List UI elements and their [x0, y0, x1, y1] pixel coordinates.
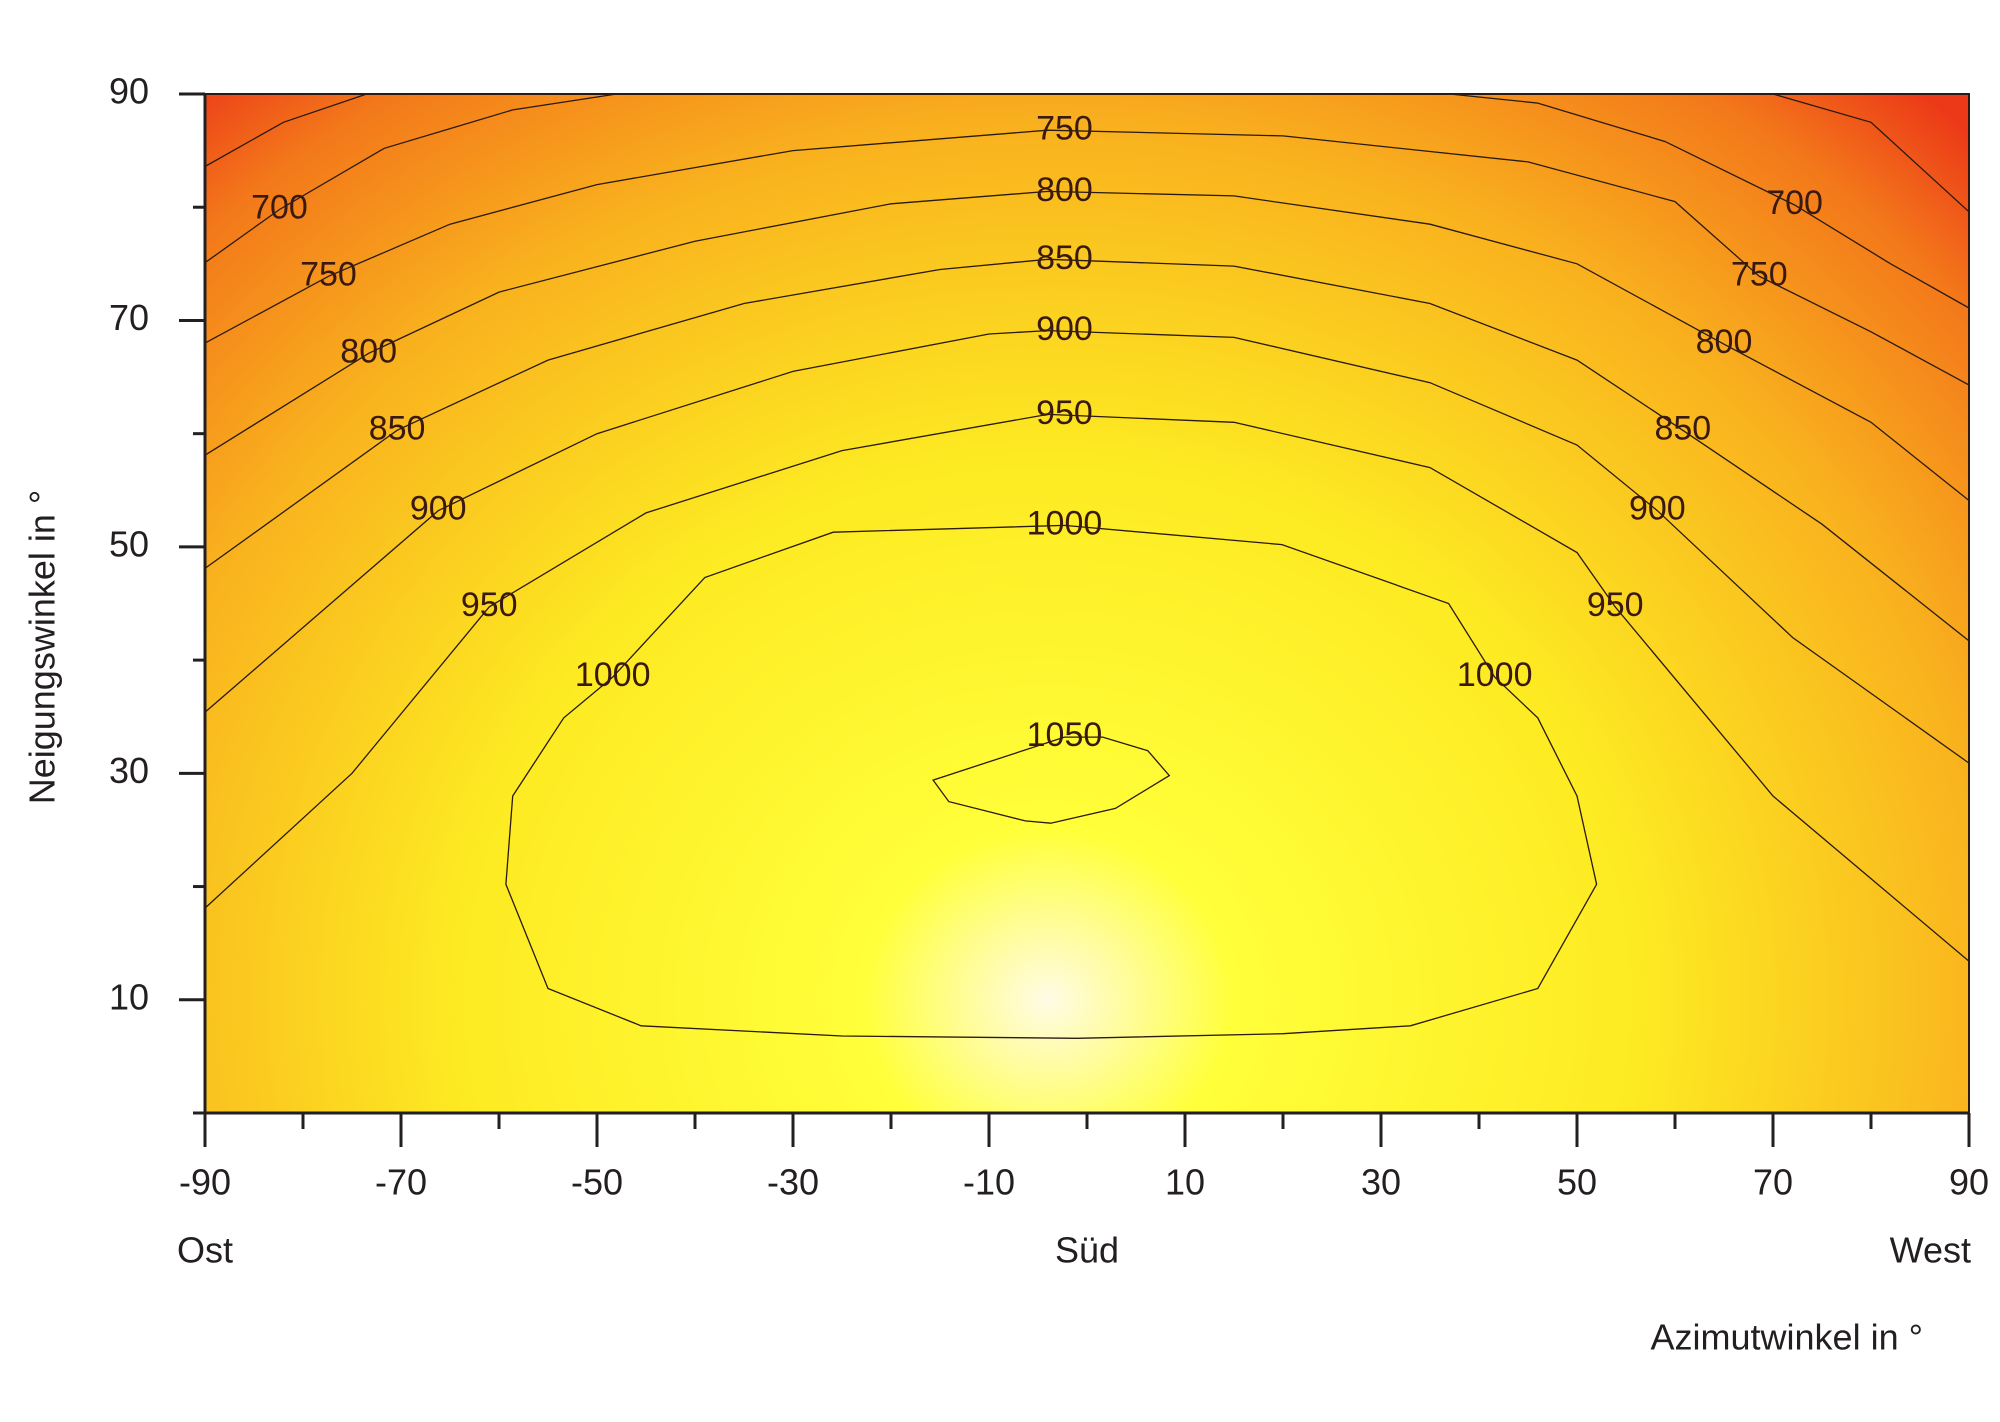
x-tick-label: 30: [1361, 1162, 1401, 1203]
contour-label: 900: [1629, 490, 1686, 528]
x-tick-label: 90: [1949, 1162, 1989, 1203]
contour-label: 950: [1036, 394, 1093, 432]
y-tick-label: 70: [109, 297, 149, 338]
contour-label: 800: [1036, 171, 1093, 209]
plot-background: [205, 94, 1969, 1113]
contour-label: 1000: [1027, 504, 1103, 542]
x-tick-label: -30: [767, 1162, 819, 1203]
contour-line: [204, 93, 1970, 309]
contour-label: 1000: [575, 656, 651, 694]
x-tick-label: -90: [179, 1162, 231, 1203]
contour-label: 800: [340, 332, 397, 370]
x-axis-title: Azimutwinkel in °: [1651, 1317, 1923, 1358]
contour-label: 700: [1766, 184, 1823, 222]
x-tick-label: -70: [375, 1162, 427, 1203]
direction-label: West: [1890, 1230, 1971, 1271]
contour-line: [204, 93, 1970, 213]
contour-label: 850: [1654, 409, 1711, 447]
y-tick-label: 30: [109, 750, 149, 791]
x-tick-label: -10: [963, 1162, 1015, 1203]
contour-line: [204, 413, 1970, 962]
contour-label: 750: [1036, 110, 1093, 148]
direction-label: Ost: [177, 1230, 233, 1271]
x-tick-label: -50: [571, 1162, 623, 1203]
contour-label: 1000: [1457, 656, 1533, 694]
contour-line: [505, 524, 1598, 1039]
contour-line: [204, 129, 1970, 386]
contour-label: 850: [1036, 239, 1093, 277]
contour-line: [204, 329, 1970, 764]
contour-label: 750: [1731, 255, 1788, 293]
contour-line: [204, 190, 1970, 502]
x-tick-label: 50: [1557, 1162, 1597, 1203]
plot-frame: [205, 93, 1970, 1113]
x-tick-label: 70: [1753, 1162, 1793, 1203]
contour-label: 800: [1696, 323, 1753, 361]
y-tick-label: 10: [109, 976, 149, 1017]
y-axis-title: Neigungswinkel in °: [22, 490, 63, 805]
contour-line: [204, 258, 1970, 642]
contour-label: 750: [300, 255, 357, 293]
y-tick-label: 50: [109, 523, 149, 564]
contour-line: [932, 736, 1171, 824]
contour-label: 950: [1587, 586, 1644, 624]
contour-label: 900: [1036, 310, 1093, 348]
contour-label: 950: [461, 586, 518, 624]
contour-label: 900: [410, 490, 467, 528]
contour-label: 700: [251, 188, 308, 226]
contour-label: 1050: [1027, 716, 1103, 754]
direction-label: Süd: [1055, 1230, 1119, 1271]
y-tick-label: 90: [109, 71, 149, 112]
contour-label: 850: [369, 409, 426, 447]
x-tick-label: 10: [1165, 1162, 1205, 1203]
